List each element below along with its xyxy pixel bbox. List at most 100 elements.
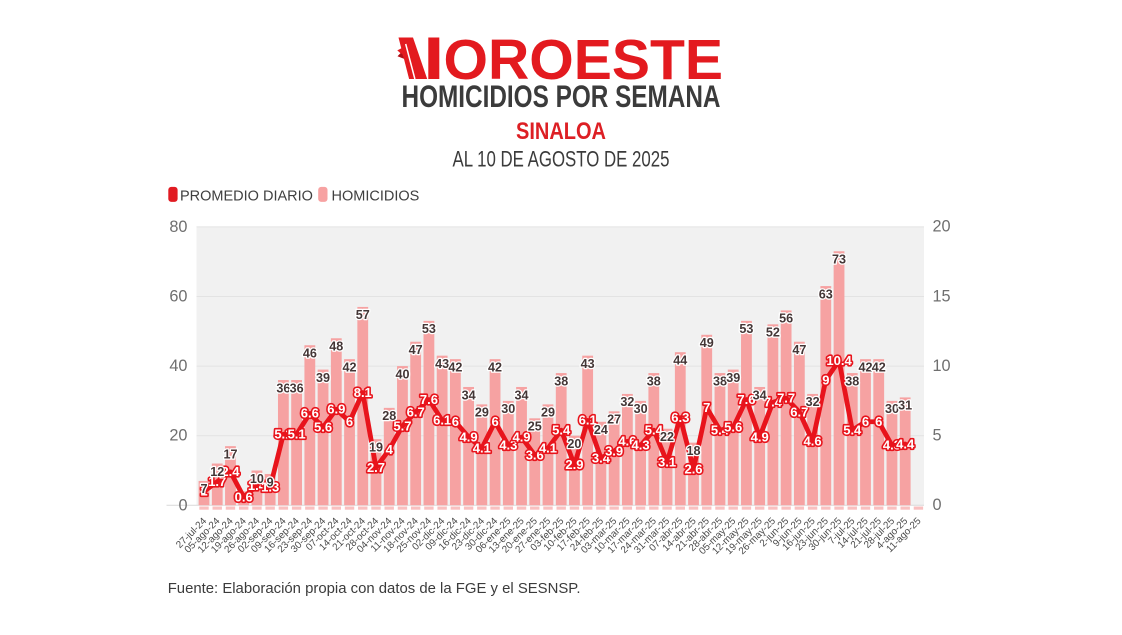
svg-text:5.4: 5.4	[711, 422, 730, 437]
svg-text:42: 42	[858, 360, 872, 374]
svg-text:42: 42	[488, 360, 502, 374]
svg-text:7: 7	[200, 482, 207, 496]
svg-text:3.4: 3.4	[592, 450, 611, 465]
svg-text:42: 42	[448, 360, 462, 374]
svg-text:28: 28	[382, 409, 396, 423]
svg-text:4.3: 4.3	[883, 438, 901, 453]
svg-text:2.6: 2.6	[684, 461, 702, 476]
svg-text:47: 47	[409, 343, 423, 357]
svg-text:4.6: 4.6	[618, 434, 636, 449]
svg-text:32: 32	[806, 395, 820, 409]
svg-text:5.4: 5.4	[843, 422, 862, 437]
svg-text:73: 73	[832, 253, 846, 267]
svg-text:36: 36	[276, 381, 290, 395]
svg-text:20: 20	[567, 437, 581, 451]
svg-text:3.9: 3.9	[605, 443, 623, 458]
svg-text:5.6: 5.6	[314, 420, 332, 435]
svg-text:6: 6	[346, 414, 353, 429]
svg-text:43: 43	[435, 357, 449, 371]
svg-text:1.7: 1.7	[208, 474, 226, 489]
svg-text:OROESTE: OROESTE	[444, 28, 724, 91]
svg-text:4.6: 4.6	[804, 434, 822, 449]
svg-text:63: 63	[819, 287, 833, 301]
svg-text:7.6: 7.6	[420, 392, 438, 407]
svg-text:4.3: 4.3	[632, 438, 650, 453]
svg-text:6.1: 6.1	[579, 413, 597, 428]
svg-text:6: 6	[875, 414, 882, 429]
svg-text:29: 29	[541, 406, 555, 420]
svg-text:7: 7	[703, 400, 710, 415]
svg-text:25: 25	[528, 420, 542, 434]
svg-text:30: 30	[501, 402, 515, 416]
svg-text:39: 39	[726, 371, 740, 385]
svg-text:10: 10	[933, 357, 951, 375]
svg-text:1.4: 1.4	[248, 478, 267, 493]
svg-text:4.9: 4.9	[751, 429, 769, 444]
svg-text:6.7: 6.7	[790, 404, 808, 419]
svg-text:10: 10	[250, 472, 264, 486]
svg-text:7.4: 7.4	[764, 395, 783, 410]
svg-text:52: 52	[766, 326, 780, 340]
svg-text:32: 32	[620, 395, 634, 409]
svg-text:42: 42	[343, 360, 357, 374]
svg-text:4.3: 4.3	[499, 438, 517, 453]
svg-text:38: 38	[554, 374, 568, 388]
svg-text:5.1: 5.1	[274, 427, 292, 442]
svg-text:6.3: 6.3	[671, 410, 689, 425]
svg-text:Fuente: Elaboración propia con: Fuente: Elaboración propia con datos de …	[168, 581, 581, 597]
svg-text:34: 34	[753, 388, 767, 402]
svg-text:2.7: 2.7	[367, 460, 385, 475]
svg-text:44: 44	[673, 353, 687, 367]
svg-text:24: 24	[594, 423, 608, 437]
svg-text:53: 53	[739, 322, 753, 336]
svg-text:40: 40	[169, 357, 187, 375]
svg-text:6: 6	[491, 414, 498, 429]
svg-text:43: 43	[581, 357, 595, 371]
svg-text:2.4: 2.4	[221, 464, 240, 479]
svg-text:HOMICIDIOS: HOMICIDIOS	[332, 188, 420, 204]
svg-text:6.7: 6.7	[407, 404, 425, 419]
svg-text:5: 5	[933, 427, 942, 445]
svg-text:7.7: 7.7	[777, 390, 795, 405]
svg-text:53: 53	[422, 322, 436, 336]
svg-text:38: 38	[845, 374, 859, 388]
svg-text:20: 20	[169, 427, 187, 445]
svg-text:4.9: 4.9	[460, 429, 478, 444]
svg-text:8.1: 8.1	[354, 385, 372, 400]
svg-text:36: 36	[290, 381, 304, 395]
svg-text:4: 4	[386, 442, 394, 457]
svg-text:30: 30	[634, 402, 648, 416]
svg-text:5.4: 5.4	[645, 422, 664, 437]
svg-text:4.4: 4.4	[896, 436, 915, 451]
svg-text:0: 0	[933, 496, 942, 514]
svg-text:3.1: 3.1	[658, 454, 676, 469]
svg-text:9: 9	[267, 475, 274, 489]
svg-text:17: 17	[223, 447, 237, 461]
svg-text:57: 57	[356, 308, 370, 322]
svg-text:6.9: 6.9	[327, 402, 345, 417]
svg-text:46: 46	[303, 347, 317, 361]
svg-text:4.1: 4.1	[473, 441, 491, 456]
svg-text:15: 15	[933, 287, 951, 305]
svg-text:HOMICIDIOS POR SEMANA: HOMICIDIOS POR SEMANA	[402, 78, 721, 114]
svg-text:18: 18	[687, 444, 701, 458]
svg-text:3.6: 3.6	[526, 447, 544, 462]
svg-text:34: 34	[462, 388, 476, 402]
svg-text:5.7: 5.7	[393, 418, 411, 433]
svg-text:0: 0	[178, 496, 187, 514]
svg-text:47: 47	[792, 343, 806, 357]
svg-text:42: 42	[872, 360, 886, 374]
svg-text:5.6: 5.6	[724, 420, 742, 435]
svg-text:22: 22	[660, 430, 674, 444]
svg-text:48: 48	[329, 340, 343, 354]
svg-text:5.4: 5.4	[552, 422, 571, 437]
svg-text:38: 38	[713, 374, 727, 388]
svg-text:27: 27	[607, 413, 621, 427]
svg-text:6: 6	[452, 414, 459, 429]
svg-text:40: 40	[395, 367, 409, 381]
svg-text:56: 56	[779, 312, 793, 326]
svg-text:0.6: 0.6	[235, 489, 253, 504]
svg-text:38: 38	[647, 374, 661, 388]
svg-text:6.6: 6.6	[301, 406, 319, 421]
svg-text:PROMEDIO DIARIO: PROMEDIO DIARIO	[180, 188, 313, 204]
